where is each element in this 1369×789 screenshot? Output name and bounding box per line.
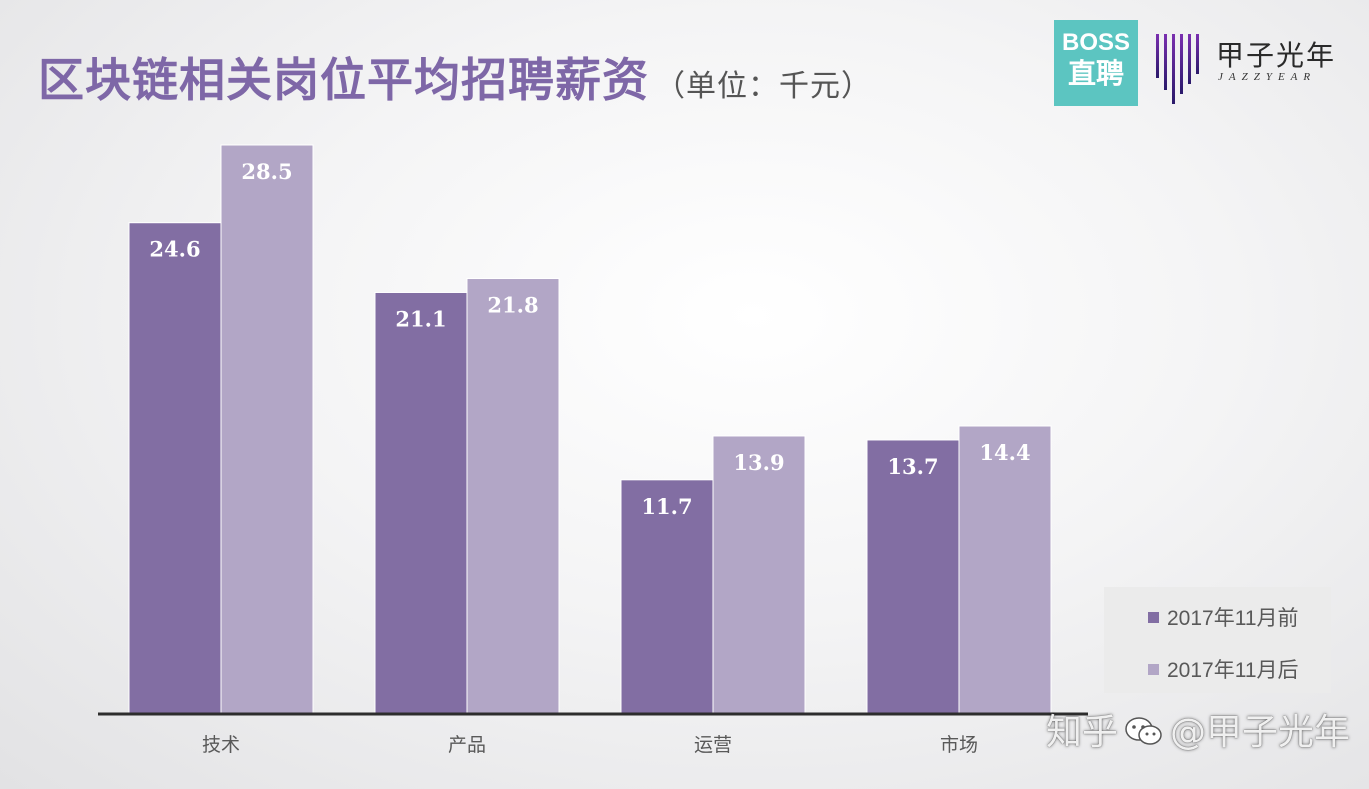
category-label-运营: 运营 [694,734,732,756]
data-label-1-技术: 24.6 [149,237,200,262]
bars-group: 24.6 28.5 21.1 21.8 11.7 13.9 13.7 14.4 [128,144,1052,714]
category-label-市场: 市场 [940,734,978,756]
category-label-技术: 技术 [202,734,240,756]
category-label-产品: 产品 [448,734,486,756]
bar-1-市场 [866,439,960,714]
legend-item-series2: 2017年11月后 [1148,654,1299,684]
wechat-icon [1125,717,1162,745]
jazzyear-name: 甲子光年 [1216,39,1337,72]
boss-logo-line1: BOSS [1061,29,1130,56]
legend-swatch-series2 [1148,664,1159,675]
bar-2-运营 [712,435,806,714]
watermark-suffix: @甲子光年 [1170,712,1351,753]
bar-2-产品 [466,278,560,714]
data-label-2-产品: 21.8 [487,293,538,318]
legend-label-series1: 2017年11月前 [1167,607,1299,630]
category-labels: 技术 产品 运营 市场 [202,734,978,756]
data-label-2-运营: 13.9 [733,450,784,475]
watermark-prefix: 知乎 [1046,712,1119,753]
boss-logo-line2: 直聘 [1067,58,1124,89]
legend-label-series2: 2017年11月后 [1167,659,1299,682]
jazzyear-subtitle: JAZZYEAR [1218,71,1317,83]
data-label-1-运营: 11.7 [641,494,692,519]
legend-swatch-series1 [1148,612,1159,623]
data-label-1-市场: 13.7 [887,454,938,479]
data-label-2-市场: 14.4 [979,440,1030,465]
bar-2-技术 [220,144,314,714]
boss-zhipin-logo: BOSS 直聘 [1054,20,1138,106]
data-label-2-技术: 28.5 [241,159,292,184]
chart-title: 区块链相关岗位平均招聘薪资 （单位：千元） [38,44,872,110]
legend: 2017年11月前 2017年11月后 [1104,587,1331,693]
bar-2-市场 [958,425,1052,714]
jazzyear-mark-icon [1156,34,1199,104]
zhihu-watermark: 知乎 @甲子光年 [1046,703,1350,755]
bar-1-产品 [374,291,468,714]
legend-item-series1: 2017年11月前 [1148,602,1299,632]
bar-1-技术 [128,222,222,714]
data-label-1-产品: 21.1 [395,306,446,331]
unit-text: （单位：千元） [655,69,872,104]
title-text: 区块链相关岗位平均招聘薪资 [38,53,649,107]
bar-1-运营 [620,479,714,714]
